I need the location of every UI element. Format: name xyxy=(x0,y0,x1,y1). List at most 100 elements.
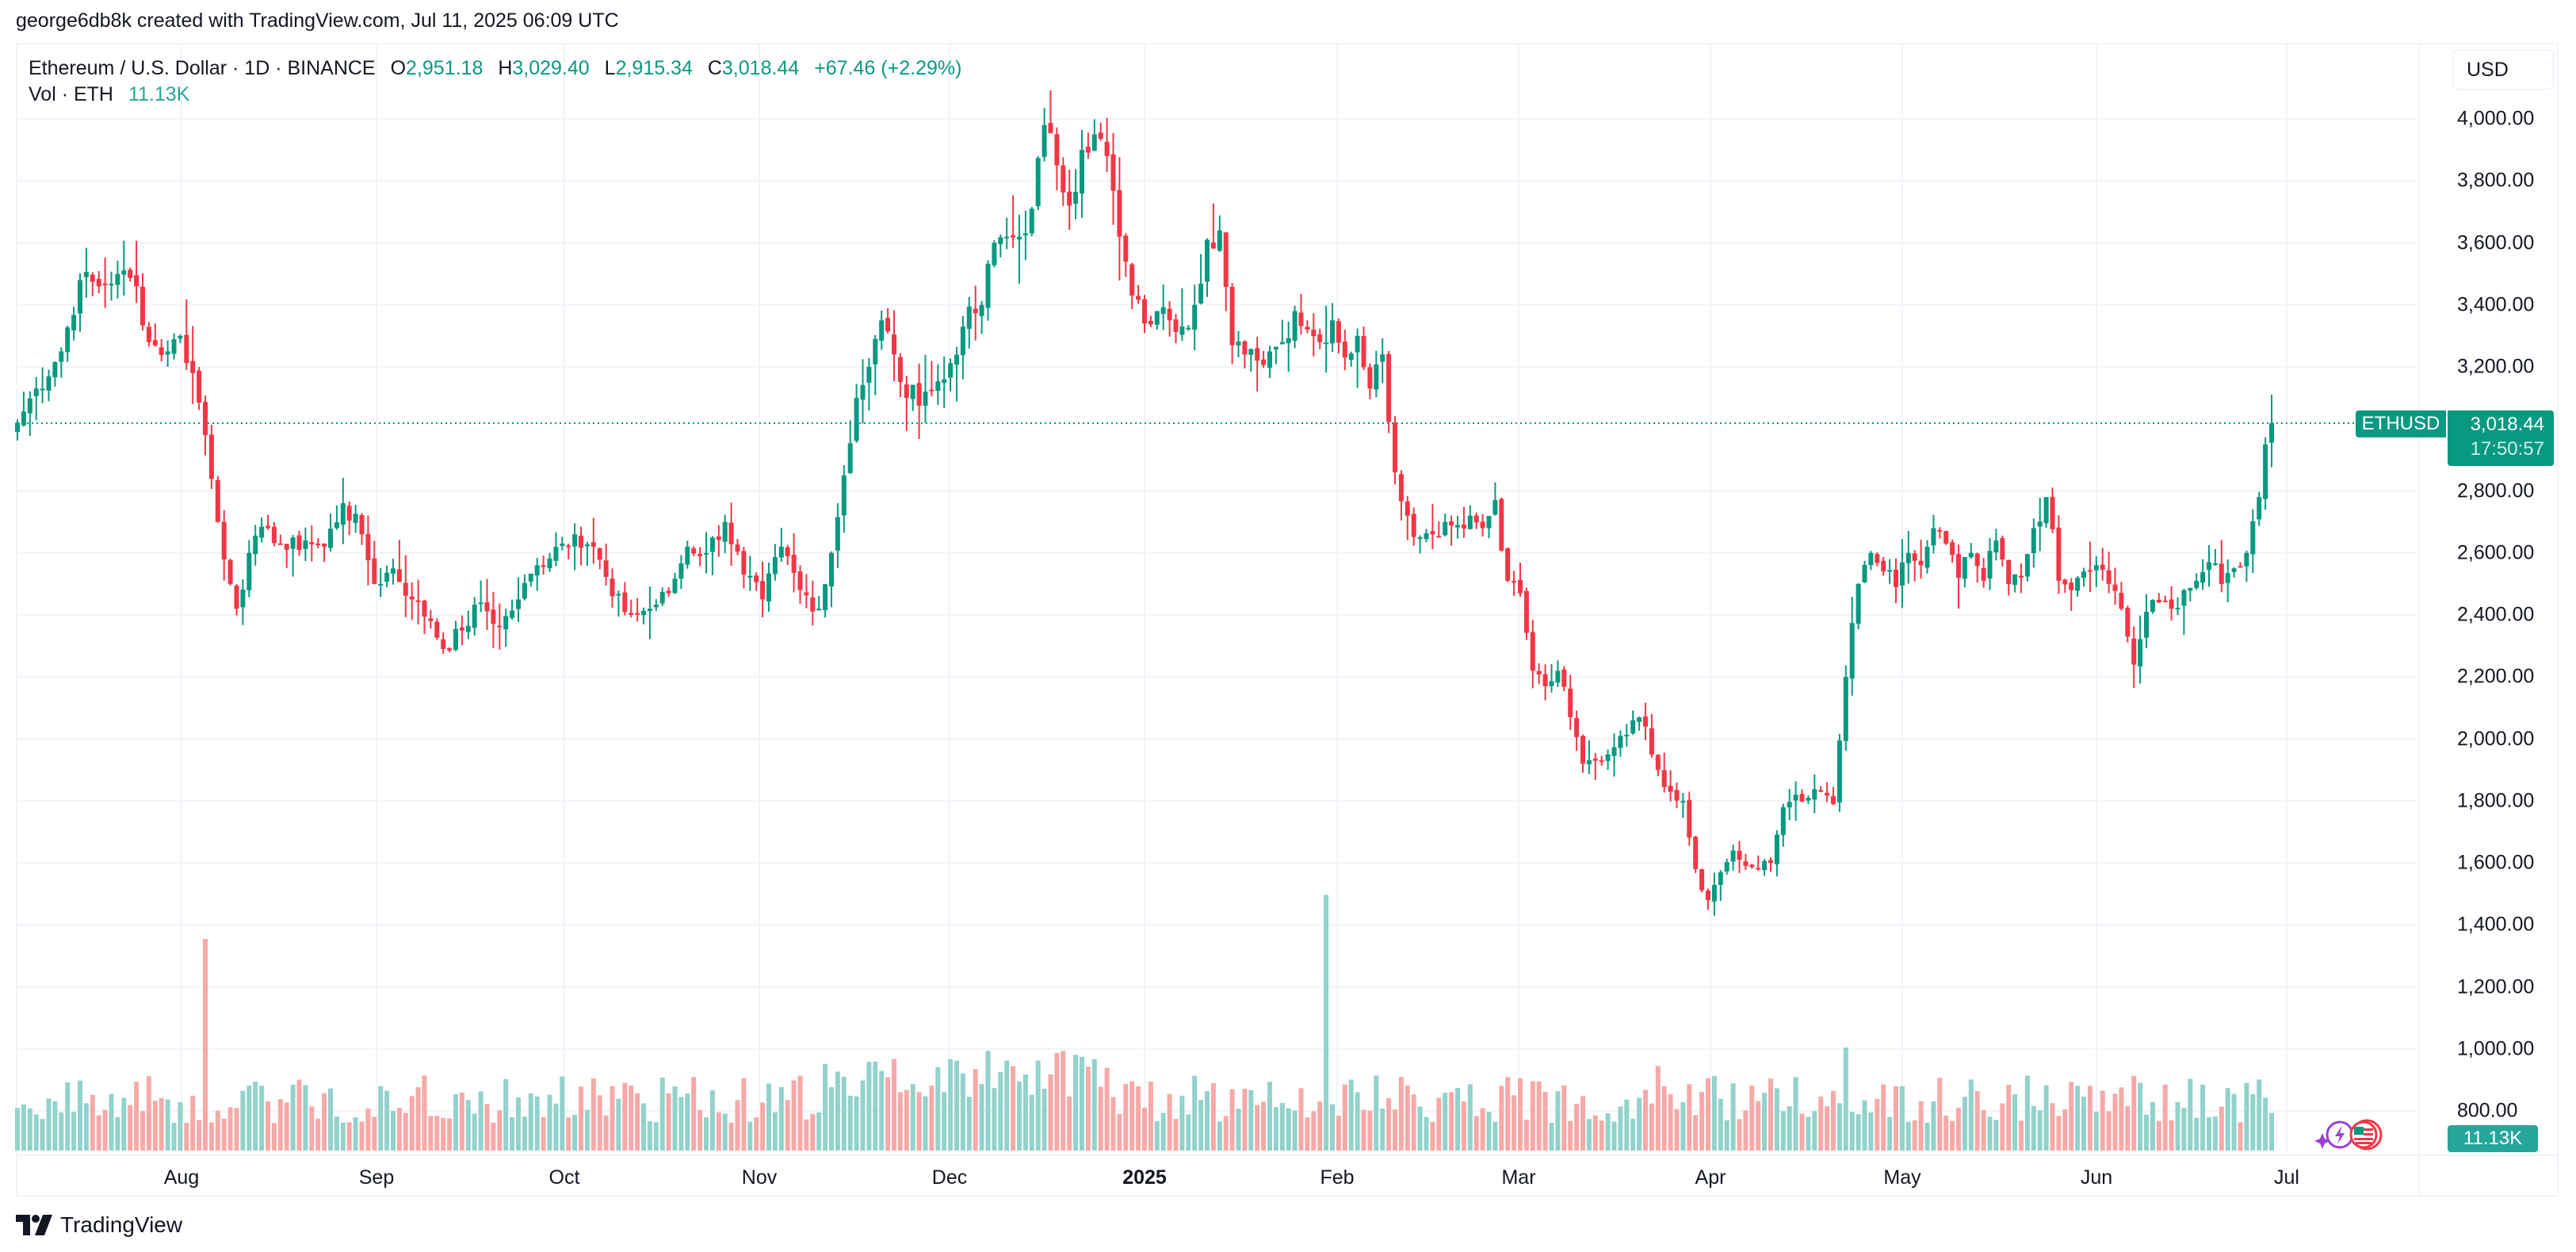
candle-body[interactable] xyxy=(2269,423,2274,443)
candle-body[interactable] xyxy=(2112,584,2118,591)
candle-body[interactable] xyxy=(1787,802,1792,807)
candle-body[interactable] xyxy=(334,522,339,529)
candle-body[interactable] xyxy=(221,521,227,559)
candle-body[interactable] xyxy=(572,534,578,547)
candle-body[interactable] xyxy=(1924,546,1930,568)
candle-body[interactable] xyxy=(516,599,521,609)
candle-body[interactable] xyxy=(1480,521,1485,529)
candle-body[interactable] xyxy=(1374,364,1379,390)
candle-body[interactable] xyxy=(829,552,834,587)
chart-frame[interactable] xyxy=(16,43,2559,1197)
candle-body[interactable] xyxy=(1674,790,1680,801)
candle-body[interactable] xyxy=(1298,312,1304,326)
candle-body[interactable] xyxy=(1730,850,1736,862)
candle-body[interactable] xyxy=(1912,553,1917,561)
candle-body[interactable] xyxy=(2207,562,2211,571)
candle-body[interactable] xyxy=(403,582,408,596)
candle-body[interactable] xyxy=(1780,807,1786,835)
candle-body[interactable] xyxy=(1067,191,1072,206)
candle-body[interactable] xyxy=(2081,571,2086,578)
candle-body[interactable] xyxy=(1205,239,1210,282)
candle-body[interactable] xyxy=(2144,612,2149,638)
candle-body[interactable] xyxy=(1706,890,1710,900)
lightning-event-icon[interactable] xyxy=(2326,1120,2354,1149)
candle-body[interactable] xyxy=(1637,717,1642,723)
candle-body[interactable] xyxy=(785,547,790,556)
candle-body[interactable] xyxy=(2012,574,2018,586)
candle-body[interactable] xyxy=(1737,850,1742,861)
candle-body[interactable] xyxy=(1693,836,1699,869)
candle-body[interactable] xyxy=(1311,330,1317,337)
candle-body[interactable] xyxy=(459,627,464,631)
candle-body[interactable] xyxy=(579,536,583,548)
candle-body[interactable] xyxy=(340,503,346,525)
candle-body[interactable] xyxy=(296,535,302,551)
candle-body[interactable] xyxy=(1492,500,1498,515)
candle-body[interactable] xyxy=(910,384,915,399)
candle-body[interactable] xyxy=(1424,533,1429,540)
candle-body[interactable] xyxy=(1217,230,1222,251)
candle-body[interactable] xyxy=(841,475,847,516)
candle-body[interactable] xyxy=(1292,311,1298,342)
candle-body[interactable] xyxy=(2238,566,2243,568)
candle-body[interactable] xyxy=(1950,542,1955,555)
candle-body[interactable] xyxy=(873,338,878,365)
candle-body[interactable] xyxy=(259,526,265,538)
candle-body[interactable] xyxy=(1499,498,1504,551)
candle-body[interactable] xyxy=(1580,735,1585,764)
candle-body[interactable] xyxy=(916,383,922,406)
candle-body[interactable] xyxy=(1261,359,1267,365)
candle-body[interactable] xyxy=(1330,320,1335,344)
candle-body[interactable] xyxy=(1974,553,1980,567)
candle-body[interactable] xyxy=(1875,554,1880,563)
candle-body[interactable] xyxy=(860,384,866,400)
candle-body[interactable] xyxy=(610,578,615,597)
candle-body[interactable] xyxy=(1136,296,1141,300)
candle-body[interactable] xyxy=(1236,341,1241,346)
candle-body[interactable] xyxy=(1530,632,1535,671)
candle-body[interactable] xyxy=(240,590,246,608)
candle-body[interactable] xyxy=(2087,570,2093,572)
candle-body[interactable] xyxy=(553,546,559,561)
candle-body[interactable] xyxy=(672,578,678,594)
candle-body[interactable] xyxy=(46,376,52,391)
candle-body[interactable] xyxy=(985,263,991,308)
candle-body[interactable] xyxy=(766,573,771,601)
candle-body[interactable] xyxy=(165,351,170,355)
candle-body[interactable] xyxy=(1029,208,1034,234)
candle-body[interactable] xyxy=(754,575,759,582)
candle-body[interactable] xyxy=(2138,639,2143,667)
candle-body[interactable] xyxy=(447,648,453,651)
candle-body[interactable] xyxy=(1167,308,1172,321)
candle-body[interactable] xyxy=(59,351,64,362)
candle-body[interactable] xyxy=(1555,670,1561,683)
candle-body[interactable] xyxy=(1229,287,1235,345)
candle-body[interactable] xyxy=(1104,141,1110,156)
candle-body[interactable] xyxy=(1799,794,1805,802)
candle-body[interactable] xyxy=(83,272,89,277)
candle-body[interactable] xyxy=(146,326,151,342)
candle-body[interactable] xyxy=(1993,540,1999,553)
candle-body[interactable] xyxy=(315,543,321,545)
candle-body[interactable] xyxy=(1956,554,1961,578)
candle-body[interactable] xyxy=(1142,299,1147,324)
candle-body[interactable] xyxy=(422,601,427,617)
candle-body[interactable] xyxy=(2257,497,2262,520)
candle-body[interactable] xyxy=(1348,353,1354,360)
candle-body[interactable] xyxy=(1022,233,1028,235)
candle-body[interactable] xyxy=(465,625,471,632)
candle-body[interactable] xyxy=(772,557,778,574)
candle-body[interactable] xyxy=(966,306,972,330)
candle-body[interactable] xyxy=(1367,367,1373,389)
candle-body[interactable] xyxy=(716,536,721,540)
candle-body[interactable] xyxy=(590,542,596,547)
candle-body[interactable] xyxy=(1549,681,1554,686)
candle-body[interactable] xyxy=(522,582,527,599)
candle-body[interactable] xyxy=(2093,565,2099,571)
candle-body[interactable] xyxy=(1649,728,1654,755)
candle-body[interactable] xyxy=(835,517,840,551)
candle-body[interactable] xyxy=(1154,311,1160,325)
candle-body[interactable] xyxy=(1267,351,1272,368)
candle-body[interactable] xyxy=(1398,474,1404,502)
candle-body[interactable] xyxy=(1843,677,1848,742)
